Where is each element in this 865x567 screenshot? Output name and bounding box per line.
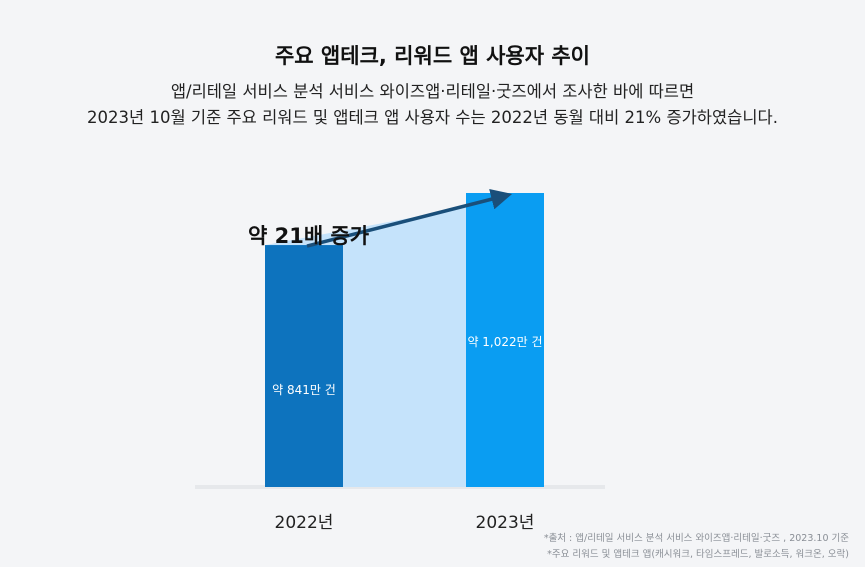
page-title: 주요 앱테크, 리워드 앱 사용자 추이	[274, 44, 590, 68]
bar-2023	[466, 193, 544, 487]
category-label-2023: 2023년	[476, 513, 535, 533]
bar-2022	[265, 245, 343, 487]
footnote-source: *출처 : 앱/리테일 서비스 분석 서비스 와이즈앱·리테일·굿즈 , 202…	[543, 533, 849, 544]
subtitle-line-2: 2023년 10월 기준 주요 리워드 및 앱테크 앱 사용자 수는 2022년…	[87, 108, 778, 127]
subtitle-line-1: 앱/리테일 서비스 분석 서비스 와이즈앱·리테일·굿즈에서 조사한 바에 따르…	[170, 82, 695, 101]
growth-annotation: 약 21배 증가	[248, 224, 370, 248]
value-label-2022: 약 841만 건	[272, 382, 336, 397]
footnote-apps: *주요 리워드 및 앱테크 앱(캐시워크, 타임스프레드, 발로소득, 워크온,…	[547, 549, 849, 560]
growth-arrow	[306, 188, 513, 248]
category-label-2022: 2022년	[275, 513, 334, 533]
value-label-2023: 약 1,022만 건	[467, 334, 542, 349]
